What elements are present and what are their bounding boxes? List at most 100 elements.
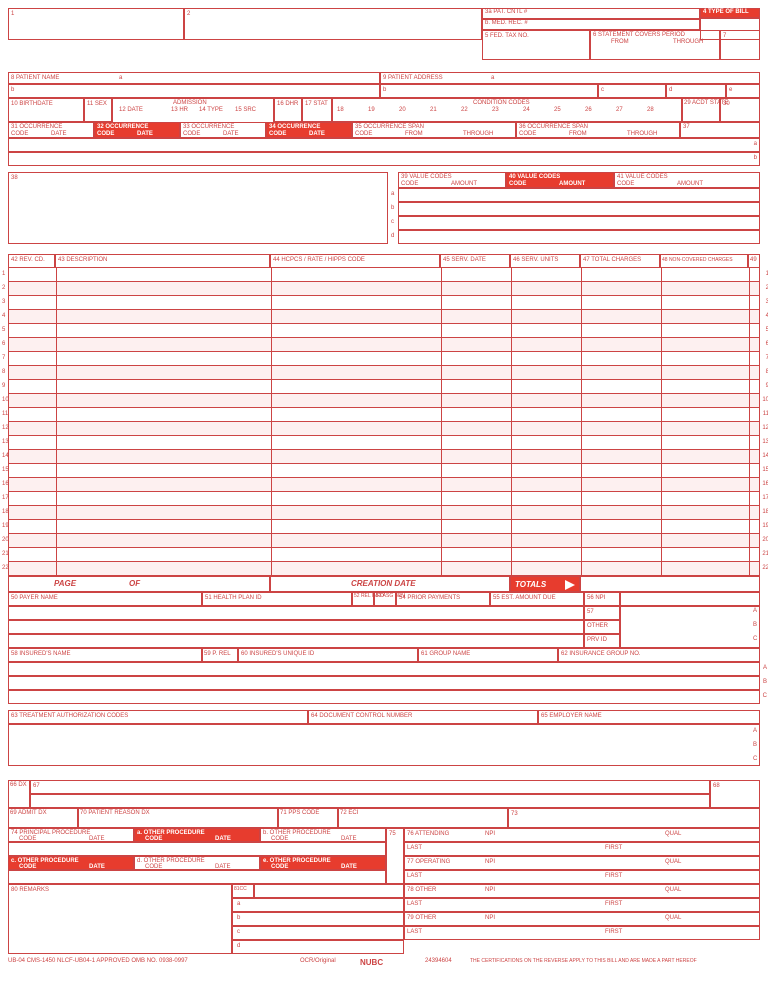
field-74a-hdr: a. OTHER PROCEDURECODEDATE — [134, 828, 260, 842]
field-59-hdr: 59 P. REL — [202, 648, 238, 662]
service-row[interactable]: 1010 — [8, 394, 760, 408]
val-row-c[interactable]: c — [398, 216, 760, 230]
field-74b-hdr: b. OTHER PROCEDURECODEDATE — [260, 828, 386, 842]
field-74d-hdr: d. OTHER PROCEDURECODEDATE — [134, 856, 260, 870]
condition-codes[interactable]: CONDITION CODES 1819202122232425262728 — [332, 98, 682, 122]
field-6[interactable]: 6 STATEMENT COVERS PERIOD FROM THROUGH — [590, 30, 720, 60]
ins-row-b[interactable]: B — [8, 676, 760, 690]
field-74e-hdr: e. OTHER PROCEDURECODEDATE — [260, 856, 386, 870]
service-row[interactable]: 1919 — [8, 520, 760, 534]
field-54-hdr: 54 PRIOR PAYMENTS — [396, 592, 490, 606]
field-73[interactable]: 73 — [508, 808, 760, 828]
field-7[interactable]: 7 — [720, 30, 760, 60]
service-row[interactable]: 1212 — [8, 422, 760, 436]
field-3a[interactable]: 3a PAT. CNTL # — [482, 8, 700, 19]
auth-rows[interactable] — [8, 724, 760, 766]
field-78[interactable]: 78 OTHERNPIQUAL — [404, 884, 760, 898]
service-row[interactable]: 99 — [8, 380, 760, 394]
service-row[interactable]: 88 — [8, 366, 760, 380]
field-66[interactable]: 66 DX — [8, 780, 30, 808]
proc-row1[interactable] — [8, 842, 386, 856]
val-row-b[interactable]: b — [398, 202, 760, 216]
service-row[interactable]: 55 — [8, 324, 760, 338]
field-69[interactable]: 69 ADMIT DX — [8, 808, 78, 828]
field-72[interactable]: 72 ECI — [338, 808, 508, 828]
service-row[interactable]: 11 — [8, 268, 760, 282]
field-57-vals[interactable] — [620, 606, 760, 648]
ins-row-a[interactable]: A — [8, 662, 760, 676]
ins-row-c[interactable]: C — [8, 690, 760, 704]
field-16[interactable]: 16 DHR — [274, 98, 302, 122]
service-row[interactable]: 77 — [8, 352, 760, 366]
field-79[interactable]: 79 OTHERNPIQUAL — [404, 912, 760, 926]
payer-row-c[interactable] — [8, 634, 584, 648]
field-76[interactable]: 76 ATTENDINGNPIQUAL — [404, 828, 760, 842]
field-77[interactable]: 77 OPERATINGNPIQUAL — [404, 856, 760, 870]
val-row-a[interactable]: a — [398, 188, 760, 202]
field-29[interactable]: 29 ACDT STATE — [682, 98, 720, 122]
field-2[interactable]: 2 — [184, 8, 482, 40]
field-70[interactable]: 70 PATIENT REASON DX — [78, 808, 278, 828]
field-11[interactable]: 11 SEX — [84, 98, 112, 122]
field-5[interactable]: 5 FED. TAX NO. — [482, 30, 590, 60]
service-row[interactable]: 2020 — [8, 534, 760, 548]
field-9e[interactable]: e — [726, 84, 760, 98]
cc-d[interactable]: d — [232, 940, 404, 954]
service-row[interactable]: 1414 — [8, 450, 760, 464]
field-8b[interactable]: b — [8, 84, 380, 98]
field-30[interactable]: 30 — [720, 98, 760, 122]
service-row[interactable]: 22 — [8, 282, 760, 296]
field-51-hdr: 51 HEALTH PLAN ID — [202, 592, 352, 606]
field-67b[interactable] — [30, 794, 710, 808]
field-9d[interactable]: d — [666, 84, 726, 98]
field-55-hdr: 55 EST. AMOUNT DUE — [490, 592, 584, 606]
payer-row-b[interactable] — [8, 620, 584, 634]
proc-row2[interactable] — [8, 870, 386, 884]
field-62-hdr: 62 INSURANCE GROUP NO. — [558, 648, 760, 662]
service-row[interactable]: 1111 — [8, 408, 760, 422]
field-32-hdr: 32 OCCURRENCECODEDATE — [94, 122, 180, 138]
field-38[interactable]: 38 — [8, 172, 388, 244]
cc-a[interactable]: a — [232, 898, 404, 912]
creation-date[interactable]: CREATION DATE — [270, 576, 510, 592]
field-49-hdr: 49 — [748, 254, 760, 268]
totals-cells[interactable] — [580, 576, 760, 592]
service-row[interactable]: 1616 — [8, 478, 760, 492]
field-42-hdr: 42 REV. CD. — [8, 254, 55, 268]
field-78-name[interactable]: LASTFIRST — [404, 898, 760, 912]
field-9c[interactable]: c — [598, 84, 666, 98]
field-47-hdr: 47 TOTAL CHARGES — [580, 254, 660, 268]
field-68[interactable]: 68 — [710, 780, 760, 808]
service-row[interactable]: 1515 — [8, 464, 760, 478]
field-74-hdr: 74 PRINCIPAL PROCEDURECODEDATE — [8, 828, 134, 842]
service-row[interactable]: 2121 — [8, 548, 760, 562]
field-3b[interactable]: b. MED. REC. # — [482, 19, 700, 30]
cc-c[interactable]: c — [232, 926, 404, 940]
field-1[interactable]: 1 — [8, 8, 184, 40]
payer-row-a[interactable] — [8, 606, 584, 620]
field-75[interactable]: 75 — [386, 828, 404, 884]
occ-row-b[interactable]: b — [8, 152, 760, 166]
service-row[interactable]: 33 — [8, 296, 760, 310]
service-row[interactable]: 1717 — [8, 492, 760, 506]
field-71[interactable]: 71 PPS CODE — [278, 808, 338, 828]
field-10[interactable]: 10 BIRTHDATE — [8, 98, 84, 122]
field-76-name[interactable]: LASTFIRST — [404, 842, 760, 856]
cc-b[interactable]: b — [232, 912, 404, 926]
occ-row-a[interactable]: a — [8, 138, 760, 152]
field-77-name[interactable]: LASTFIRST — [404, 870, 760, 884]
field-67[interactable]: 67 — [30, 780, 710, 794]
service-row[interactable]: 66 — [8, 338, 760, 352]
field-17[interactable]: 17 STAT — [302, 98, 332, 122]
field-80[interactable]: 80 REMARKS — [8, 884, 232, 954]
field-56-val[interactable] — [620, 592, 760, 606]
service-row[interactable]: 1313 — [8, 436, 760, 450]
service-row[interactable]: 1818 — [8, 506, 760, 520]
field-9b[interactable]: b — [380, 84, 598, 98]
val-row-d[interactable]: d — [398, 230, 760, 244]
page-of[interactable]: PAGE OF — [8, 576, 270, 592]
service-row[interactable]: 44 — [8, 310, 760, 324]
field-79-name[interactable]: LASTFIRST — [404, 926, 760, 940]
field-44-hdr: 44 HCPCS / RATE / HIPPS CODE — [270, 254, 440, 268]
service-row[interactable]: 2222 — [8, 562, 760, 576]
